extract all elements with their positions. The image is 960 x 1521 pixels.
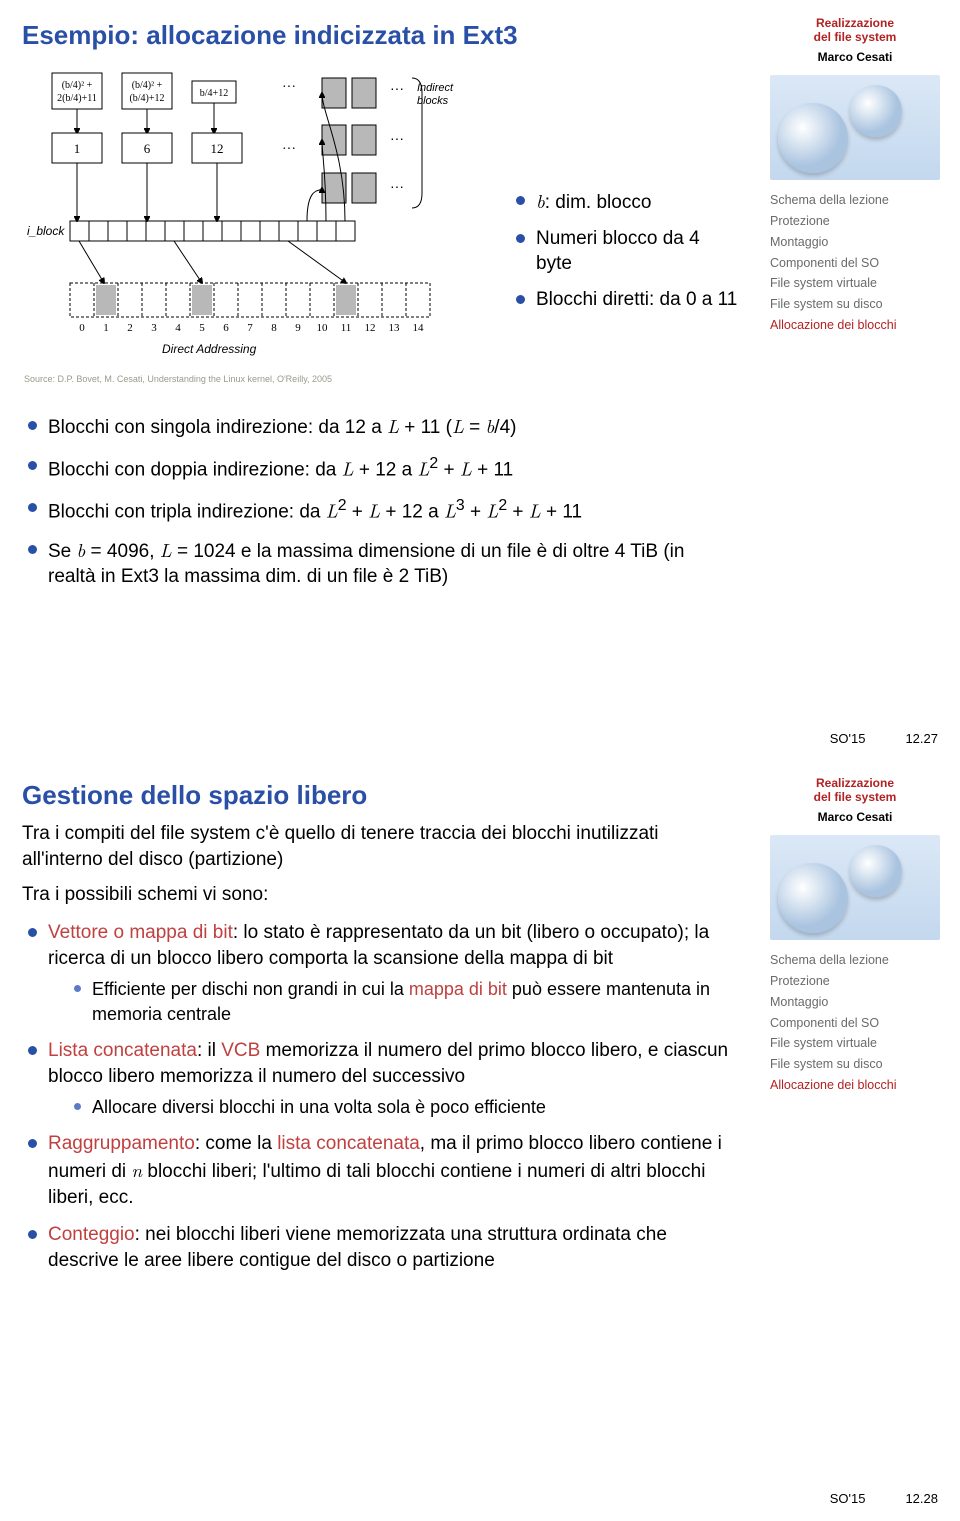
- right-bullet-3: Blocchi diretti: da 0 a 11: [510, 287, 740, 313]
- nav-montaggio-2[interactable]: Montaggio: [770, 994, 940, 1011]
- svg-text:···: ···: [390, 130, 404, 146]
- svg-text:0: 0: [79, 322, 85, 334]
- nav-schema[interactable]: Schema della lezione: [770, 192, 940, 209]
- right-bullet-2: Numeri blocco da 4 byte: [510, 226, 740, 277]
- lower-bullet-4: Se b = 4096, L = 1024 e la massima dimen…: [22, 537, 722, 590]
- figure-source: Source: D.P. Bovet, M. Cesati, Understan…: [24, 373, 332, 385]
- svg-text:Indirect: Indirect: [417, 82, 454, 94]
- slide2-footer: SO'1512.28: [830, 1490, 938, 1508]
- doc-title-1b: Realizzazione: [770, 776, 940, 790]
- slide2-intro2: Tra i possibili schemi vi sono:: [22, 882, 742, 908]
- ext3-figure: (b/4)² + 2(b/4)+11 (b/4)² + (b/4)+12 b/4…: [22, 63, 502, 383]
- slide1-right-bullets: b: dim. blocco Numeri blocco da 4 byte B…: [510, 178, 740, 323]
- slide1-footer: SO'1512.27: [830, 730, 938, 748]
- nav-componenti-2[interactable]: Componenti del SO: [770, 1015, 940, 1032]
- slide-1: Esempio: allocazione indicizzata in Ext3…: [0, 0, 960, 760]
- lower-bullet-3: Blocchi con tripla indirezione: da L2 + …: [22, 495, 722, 525]
- item-linkedlist-sub: Allocare diversi blocchi in una volta so…: [70, 1095, 742, 1119]
- svg-text:···: ···: [282, 142, 296, 157]
- sidebar-2: Realizzazione del file system Marco Cesa…: [770, 776, 940, 1098]
- nav-fs-disco-2[interactable]: File system su disco: [770, 1056, 940, 1073]
- slide2-content: Tra i compiti del file system c'è quello…: [22, 821, 742, 1274]
- nav-protezione[interactable]: Protezione: [770, 213, 940, 230]
- svg-text:···: ···: [282, 80, 296, 95]
- nav-montaggio[interactable]: Montaggio: [770, 234, 940, 251]
- nav-fs-virtuale[interactable]: File system virtuale: [770, 275, 940, 292]
- svg-text:5: 5: [199, 322, 205, 334]
- svg-text:1: 1: [74, 141, 81, 156]
- slide-2: Gestione dello spazio libero Realizzazio…: [0, 760, 960, 1520]
- doc-author-b: Marco Cesati: [770, 809, 940, 825]
- svg-text:···: ···: [390, 178, 404, 194]
- nav-allocazione-2[interactable]: Allocazione dei blocchi: [770, 1077, 940, 1094]
- svg-text:8: 8: [271, 322, 277, 334]
- nav-componenti[interactable]: Componenti del SO: [770, 255, 940, 272]
- svg-text:i_block: i_block: [27, 224, 65, 238]
- svg-text:4: 4: [175, 322, 181, 334]
- svg-text:3: 3: [151, 322, 157, 334]
- nav-fs-virtuale-2[interactable]: File system virtuale: [770, 1035, 940, 1052]
- svg-text:10: 10: [317, 322, 329, 334]
- item-grouping: Raggruppamento: come la lista concatenat…: [22, 1131, 742, 1210]
- svg-text:(b/4)² +: (b/4)² +: [132, 80, 163, 91]
- gears-image: [770, 75, 940, 180]
- svg-text:1: 1: [103, 322, 109, 334]
- svg-text:12: 12: [211, 141, 224, 156]
- slide1-lower: Blocchi con singola indirezione: da 12 a…: [22, 413, 722, 590]
- svg-text:(b/4)+12: (b/4)+12: [129, 93, 164, 104]
- svg-text:2: 2: [127, 322, 133, 334]
- svg-text:6: 6: [223, 322, 229, 334]
- svg-text:6: 6: [144, 141, 151, 156]
- svg-text:(b/4)² +: (b/4)² +: [62, 80, 93, 91]
- lower-bullet-1: Blocchi con singola indirezione: da 12 a…: [22, 413, 722, 441]
- nav-protezione-2[interactable]: Protezione: [770, 973, 940, 990]
- svg-text:···: ···: [390, 80, 404, 96]
- item-bitmap-sub: Efficiente per dischi non grandi in cui …: [70, 977, 742, 1026]
- doc-title-1: Realizzazione: [770, 16, 940, 30]
- svg-text:9: 9: [295, 322, 301, 334]
- sidebar: Realizzazione del file system Marco Cesa…: [770, 16, 940, 338]
- ext3-diagram-svg: (b/4)² + 2(b/4)+11 (b/4)² + (b/4)+12 b/4…: [22, 63, 502, 383]
- svg-text:7: 7: [247, 322, 253, 334]
- nav-allocazione[interactable]: Allocazione dei blocchi: [770, 317, 940, 334]
- item-counting: Conteggio: nei blocchi liberi viene memo…: [22, 1222, 742, 1273]
- svg-text:b/4+12: b/4+12: [200, 88, 228, 99]
- lower-bullet-2: Blocchi con doppia indirezione: da L + 1…: [22, 453, 722, 483]
- nav-schema-2[interactable]: Schema della lezione: [770, 952, 940, 969]
- doc-author: Marco Cesati: [770, 49, 940, 65]
- svg-text:11: 11: [341, 322, 352, 334]
- svg-text:14: 14: [413, 322, 425, 334]
- right-bullet-1: b: dim. blocco: [510, 188, 740, 216]
- gears-image-2: [770, 835, 940, 940]
- svg-text:Direct Addressing: Direct Addressing: [162, 342, 257, 356]
- svg-text:12: 12: [365, 322, 376, 334]
- item-bitmap: Vettore o mappa di bit: lo stato è rappr…: [22, 920, 742, 1026]
- svg-text:2(b/4)+11: 2(b/4)+11: [57, 93, 97, 104]
- slide2-intro1: Tra i compiti del file system c'è quello…: [22, 821, 742, 872]
- doc-title-2b: del file system: [770, 790, 940, 804]
- nav-fs-disco[interactable]: File system su disco: [770, 296, 940, 313]
- doc-title-2: del file system: [770, 30, 940, 44]
- item-linkedlist: Lista concatenata: il VCB memorizza il n…: [22, 1038, 742, 1120]
- svg-text:13: 13: [389, 322, 401, 334]
